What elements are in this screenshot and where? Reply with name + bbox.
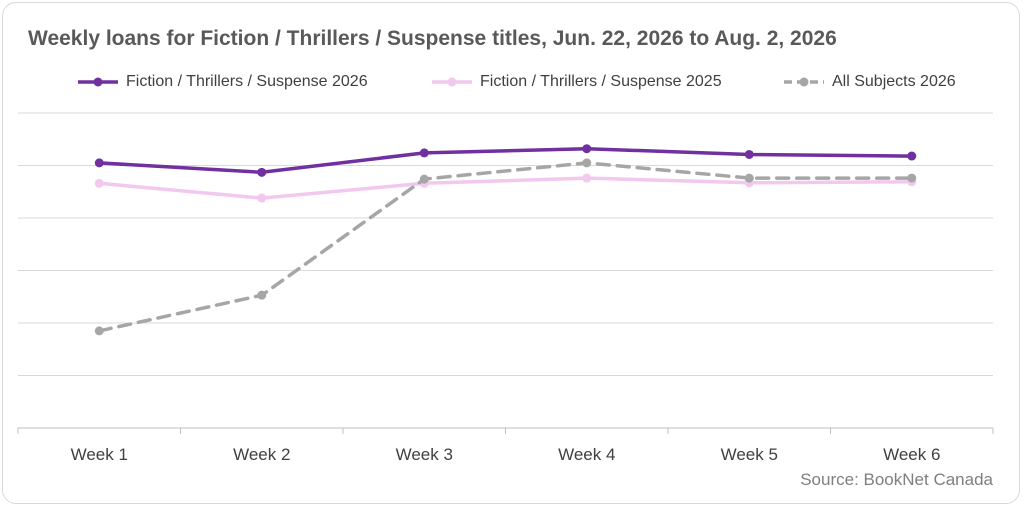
- data-point-series-2: [582, 173, 592, 183]
- data-point-series-3: [744, 173, 754, 183]
- series-line-2: [97, 176, 914, 200]
- data-point-series-1: [744, 149, 754, 159]
- legend-item-series-1: Fiction / Thrillers / Suspense 2026: [76, 71, 368, 93]
- data-point-series-1: [257, 167, 267, 177]
- legend-item-series-3: All Subjects 2026: [782, 71, 956, 93]
- data-point-series-1: [419, 148, 429, 158]
- chart-title: Weekly loans for Fiction / Thrillers / S…: [28, 27, 837, 50]
- series-line-3: [97, 161, 914, 333]
- x-tick-label: Week 6: [883, 445, 940, 464]
- legend-item-series-2: Fiction / Thrillers / Suspense 2025: [430, 71, 722, 93]
- x-tick-label: Week 1: [71, 445, 128, 464]
- data-point-series-1: [582, 144, 592, 154]
- x-tick-label: Week 4: [558, 445, 615, 464]
- x-tick-label: Week 5: [721, 445, 778, 464]
- legend-swatch-series-1: [78, 77, 118, 87]
- data-point-series-3: [907, 173, 917, 183]
- data-point-series-3: [582, 158, 592, 168]
- data-point-series-2: [257, 193, 267, 203]
- legend-swatch-series-2: [432, 77, 472, 87]
- data-point-series-3: [257, 290, 267, 300]
- legend-label-series-1: Fiction / Thrillers / Suspense 2026: [126, 73, 368, 90]
- legend-label-series-2: Fiction / Thrillers / Suspense 2025: [480, 73, 722, 90]
- data-point-series-1: [907, 151, 917, 161]
- x-tick-label: Week 2: [233, 445, 290, 464]
- series-line-1: [97, 146, 914, 175]
- data-point-series-2: [94, 178, 104, 188]
- data-point-series-3: [419, 174, 429, 184]
- legend-label-series-3: All Subjects 2026: [832, 73, 956, 90]
- source-note: Source: BookNet Canada: [800, 470, 993, 489]
- data-point-series-3: [94, 326, 104, 336]
- x-tick-label: Week 3: [396, 445, 453, 464]
- data-point-series-1: [94, 158, 104, 168]
- legend-swatch-series-3: [784, 77, 824, 87]
